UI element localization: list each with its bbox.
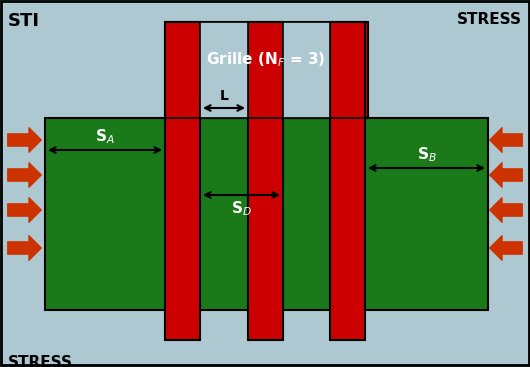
Text: STRESS: STRESS bbox=[8, 355, 73, 367]
Bar bbox=[283, 22, 330, 118]
Bar bbox=[165, 22, 200, 340]
Bar bbox=[45, 118, 488, 310]
Text: S$_B$: S$_B$ bbox=[417, 145, 436, 164]
Bar bbox=[200, 22, 248, 118]
Text: STRESS: STRESS bbox=[457, 12, 522, 27]
Bar bbox=[330, 22, 365, 340]
Text: Grille (N$_F$ = 3): Grille (N$_F$ = 3) bbox=[206, 51, 326, 69]
Bar bbox=[165, 22, 200, 340]
Text: L: L bbox=[219, 89, 228, 103]
Text: S$_D$: S$_D$ bbox=[231, 199, 252, 218]
Bar bbox=[165, 22, 368, 118]
Bar bbox=[248, 22, 283, 340]
Bar bbox=[248, 22, 283, 340]
Bar bbox=[330, 22, 365, 340]
Bar bbox=[165, 22, 368, 118]
Text: STI: STI bbox=[8, 12, 40, 30]
Text: S$_A$: S$_A$ bbox=[95, 127, 115, 146]
